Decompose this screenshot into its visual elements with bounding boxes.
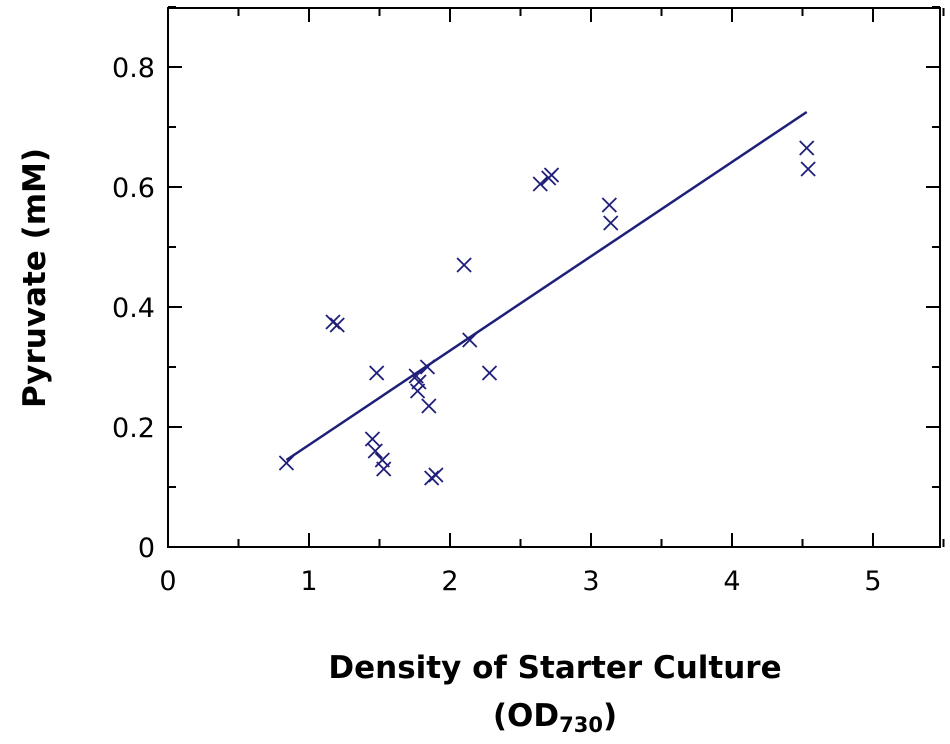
axis-ticks: [167, 6, 945, 548]
data-point: [603, 215, 619, 231]
data-point: [376, 461, 392, 477]
x-tick-labels: 0 1 2 3 4 5: [159, 566, 881, 597]
x-axis-unit-open: (OD: [493, 698, 559, 734]
data-point: [421, 398, 437, 414]
data-point: [481, 365, 498, 381]
data-point: [411, 374, 427, 390]
data-point: [369, 365, 385, 381]
data-point: [799, 140, 815, 156]
data-point: [462, 332, 478, 348]
x-axis-title: Density of Starter Culture: [328, 650, 781, 686]
fit-line: [285, 110, 808, 462]
y-tick-label: 0.8: [112, 53, 155, 84]
x-axis-unit-subscript: 730: [559, 713, 603, 737]
data-point: [800, 161, 816, 177]
data-point: [543, 167, 560, 183]
data-point: [532, 176, 548, 192]
x-axis-title-line2: (OD730): [493, 698, 617, 737]
x-tick-label: 3: [582, 566, 599, 597]
x-tick-label: 5: [864, 566, 881, 597]
data-point: [428, 467, 444, 483]
data-point: [329, 317, 345, 333]
plot-area: [167, 7, 941, 548]
x-axis-unit-close: ): [603, 698, 617, 734]
y-tick-label: 0: [138, 533, 155, 564]
y-axis-title: Pyruvate (mM): [17, 148, 53, 408]
y-tick-label: 0.4: [112, 293, 155, 324]
x-tick-label: 2: [441, 566, 458, 597]
y-tick-label: 0.2: [112, 413, 155, 444]
x-tick-label: 1: [300, 566, 317, 597]
y-tick-label: 0.6: [112, 173, 155, 204]
data-point: [367, 443, 383, 459]
y-tick-labels: 0 0.2 0.4 0.6 0.8: [112, 53, 155, 564]
data-point: [456, 257, 472, 273]
data-point: [419, 359, 436, 375]
x-tick-label: 4: [723, 566, 740, 597]
x-tick-label: 0: [159, 566, 176, 597]
data-point: [601, 197, 617, 213]
data-point: [364, 431, 381, 447]
data-point: [278, 455, 295, 471]
data-points: [278, 140, 816, 486]
